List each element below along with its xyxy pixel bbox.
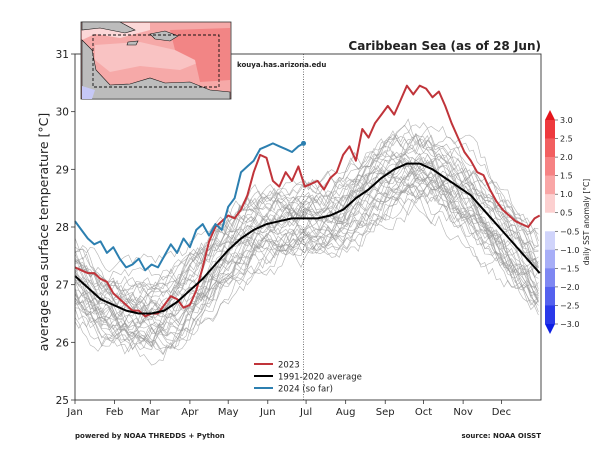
background-year-line — [74, 177, 539, 349]
y-tick-label: 31 — [56, 49, 69, 61]
background-year-line — [74, 195, 539, 356]
x-tick-label: Jul — [299, 407, 312, 418]
colorbar-tick-label: 0.5 — [560, 209, 573, 218]
colorbar-segment — [545, 212, 555, 232]
colorbar-tick-label: −0.5 — [560, 227, 579, 236]
website-label: kouya.has.arizona.edu — [237, 61, 326, 69]
x-tick-label: Mar — [141, 407, 161, 418]
inset-map-land-south — [81, 39, 231, 100]
background-year-line — [74, 179, 539, 347]
background-year-line — [74, 184, 539, 334]
footer-left: powered by NOAA THREDDS + Python — [75, 432, 225, 440]
colorbar-arrow-bottom — [545, 324, 555, 334]
colorbar-tick-label: 2.0 — [560, 153, 573, 162]
colorbar-segment — [545, 249, 555, 269]
series-line-2024-so-far — [74, 142, 304, 272]
chart-title: Caribbean Sea (as of 28 Jun) — [348, 39, 541, 53]
inset-map-warm-region — [170, 28, 230, 82]
x-tick-label: Nov — [453, 407, 473, 418]
background-year-line — [74, 171, 539, 348]
background-year-line — [74, 174, 539, 342]
colorbar-segment — [545, 175, 555, 195]
series-line-1991-2020-average — [74, 162, 541, 315]
background-year-line — [74, 182, 539, 355]
inset-map — [80, 21, 232, 100]
legend-label: 2023 — [278, 361, 300, 371]
series-line-2023 — [74, 84, 541, 318]
background-year-line — [74, 132, 539, 273]
legend: 2023 1991-2020 average 2024 (so far) — [254, 361, 362, 395]
inset-map-jamaica — [126, 40, 139, 46]
inset-map-hispaniola — [149, 30, 179, 42]
x-tick-label: Jan — [66, 407, 82, 418]
background-year-line — [74, 196, 539, 366]
colorbar-tick-label: 2.5 — [560, 135, 573, 144]
background-year-line — [74, 130, 539, 309]
background-year-line — [74, 159, 539, 348]
colorbar-tick-label: 1.0 — [560, 190, 573, 199]
background-year-line — [74, 152, 539, 300]
colorbar-tick-label: −1.0 — [560, 246, 579, 255]
x-tick-label: Aug — [336, 407, 356, 418]
background-year-line — [74, 153, 539, 317]
colorbar-segment — [545, 120, 555, 139]
colorbar-tick-label: 1.5 — [560, 172, 573, 181]
footer-right: source: NOAA OISST — [461, 432, 541, 440]
x-tick-label: May — [218, 407, 239, 418]
background-year-line — [74, 196, 539, 352]
legend-label: 1991-2020 average — [278, 373, 362, 383]
colorbar-segment — [545, 138, 555, 158]
colorbar-segment — [545, 194, 555, 214]
x-tick-label: Sep — [376, 407, 395, 418]
x-tick-label: Oct — [415, 407, 432, 418]
series-endpoint-2024 — [301, 140, 307, 146]
colorbar-tick-label: −2.0 — [560, 283, 579, 292]
legend-label: 2024 (so far) — [278, 385, 333, 395]
colorbar-tick-label: −2.5 — [560, 301, 579, 310]
x-tick-label: Apr — [181, 407, 199, 418]
background-year-lines — [74, 118, 539, 366]
y-tick-label: 28 — [56, 222, 69, 234]
colorbar-arrow-top — [545, 110, 555, 120]
inset-map-land-north — [81, 21, 136, 34]
background-year-line — [74, 156, 539, 324]
inset-map-region-box — [92, 34, 220, 88]
background-year-line — [74, 156, 539, 332]
main-series — [74, 84, 541, 318]
colorbar-segment — [545, 286, 555, 306]
colorbar-tick-label: 3.0 — [560, 116, 573, 125]
colorbar-segment — [545, 157, 555, 176]
y-tick-label: 27 — [56, 280, 69, 292]
colorbar-tick-label: −1.5 — [560, 264, 579, 273]
background-year-line — [74, 175, 539, 353]
background-year-line — [74, 183, 539, 336]
y-axis-label: average sea surface temperature [°C] — [36, 113, 51, 351]
colorbar: 3.0 2.5 2.0 1.5 1.0 0.5 −0.5 −1.0 −1.5 −2.0 −2.5 −3… — [545, 110, 579, 334]
colorbar-tick-label: −3.0 — [560, 320, 579, 329]
y-tick-label: 25 — [56, 395, 69, 407]
inset-map-cool-region — [82, 86, 95, 99]
x-axis: Jan Feb Mar Apr May Jun Jul Aug Sep Oct Nov Dec — [66, 400, 511, 418]
background-year-line — [74, 150, 539, 327]
y-tick-label: 29 — [56, 164, 69, 176]
x-tick-label: Jun — [259, 407, 276, 418]
y-tick-label: 30 — [56, 107, 69, 119]
x-tick-label: Feb — [106, 407, 124, 418]
background-year-line — [74, 118, 539, 302]
background-year-line — [74, 151, 539, 317]
y-axis: 25 26 27 28 29 30 31 — [56, 49, 75, 407]
y-tick-label: 26 — [56, 337, 70, 349]
x-tick-label: Dec — [492, 407, 511, 418]
colorbar-label: daily SST anomaly [°C] — [582, 179, 591, 265]
background-year-line — [74, 133, 539, 306]
colorbar-segment — [545, 305, 555, 325]
colorbar-segment — [545, 268, 555, 288]
colorbar-segment — [545, 231, 555, 251]
